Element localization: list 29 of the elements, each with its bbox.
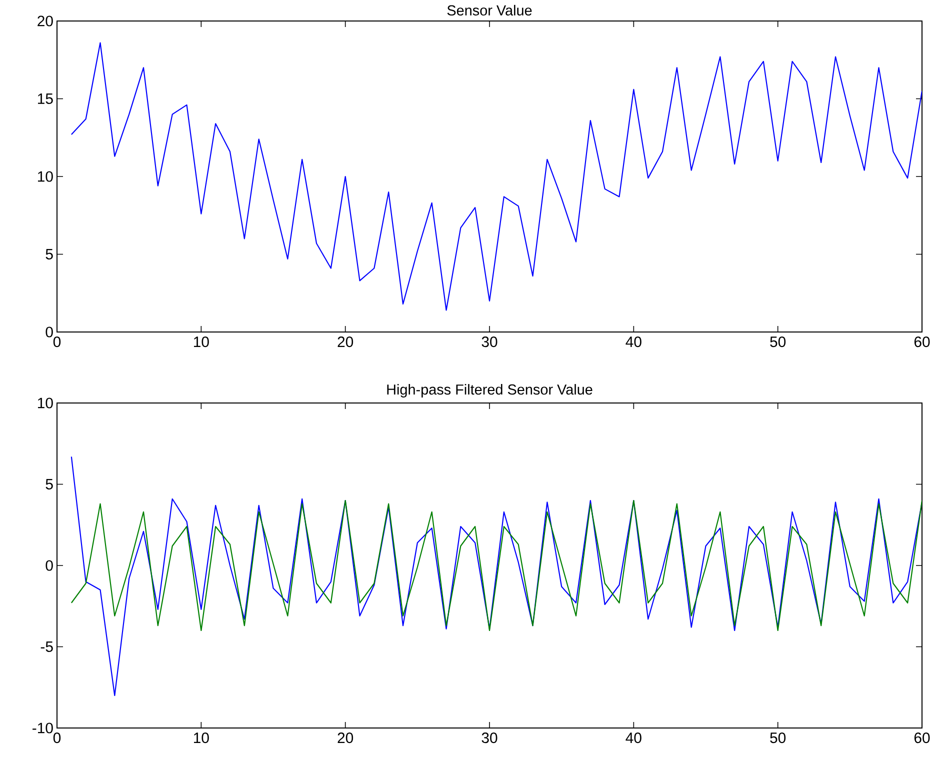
- x-tick-label: 30: [482, 732, 498, 744]
- x-tick-label: 10: [194, 336, 209, 348]
- x-tick-label: 60: [914, 336, 930, 348]
- x-tick-label: 20: [338, 336, 354, 348]
- x-tick-label: 60: [914, 732, 930, 744]
- y-tick-label: 20: [38, 16, 53, 26]
- y-tick-label: 10: [38, 171, 53, 182]
- x-tick-label: 20: [338, 732, 354, 744]
- x-tick-label: 0: [53, 336, 61, 348]
- line-series: [70, 456, 922, 696]
- x-tick-label: 40: [626, 336, 642, 348]
- x-tick-label: 50: [770, 336, 786, 348]
- x-tick-label: 0: [53, 732, 61, 744]
- y-tick-label: -5: [40, 642, 53, 652]
- y-tick-label: -10: [32, 722, 53, 734]
- x-tick-label: 30: [482, 336, 498, 348]
- y-tick-label: 10: [38, 398, 53, 408]
- y-tick-label: 0: [46, 560, 53, 571]
- chart-title: Sensor Value: [447, 4, 532, 16]
- y-tick-label: 15: [38, 94, 53, 104]
- x-tick-label: 10: [194, 732, 209, 744]
- chart-title: High-pass Filtered Sensor Value: [387, 384, 592, 398]
- x-tick-label: 40: [626, 732, 642, 744]
- y-tick-label: 0: [46, 326, 53, 338]
- y-tick-label: 5: [46, 249, 53, 260]
- line-series: [70, 42, 922, 311]
- x-tick-label: 50: [770, 732, 786, 744]
- line-series: [70, 500, 922, 632]
- y-tick-label: 5: [46, 479, 53, 490]
